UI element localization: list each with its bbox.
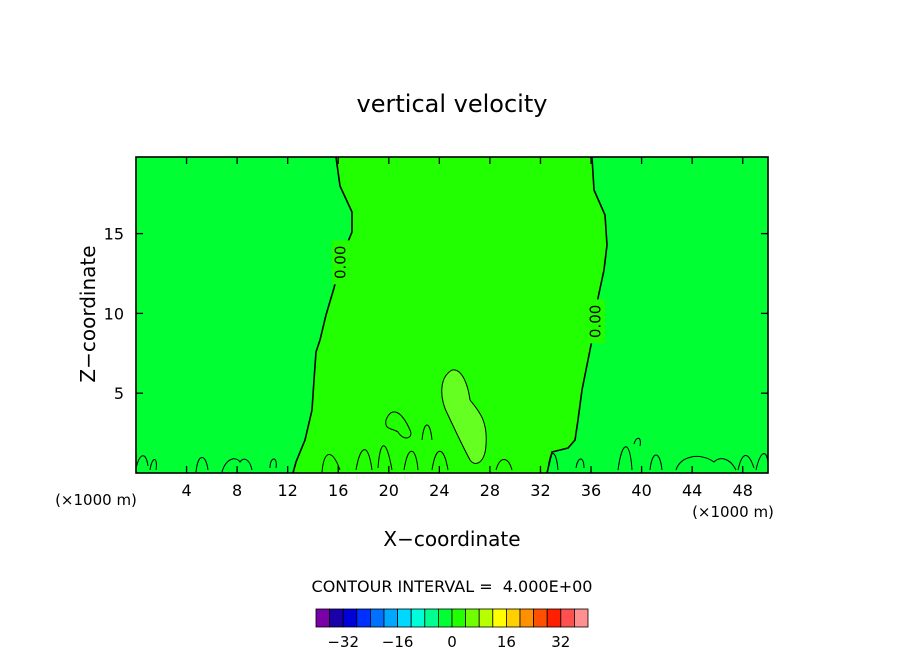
colorbar-cell-10 — [451, 608, 467, 628]
surface-contour-9 — [403, 450, 419, 471]
x-tick-label-4: 4 — [181, 481, 191, 500]
surface-contour-17 — [649, 454, 663, 471]
x-unit-left: (×1000 m) — [55, 491, 137, 509]
plot-frame — [135, 156, 769, 474]
x-tick-label-36: 36 — [581, 481, 601, 500]
colorbar-cell-8 — [424, 608, 439, 628]
zero-contour-left — [292, 156, 353, 474]
colorbar-cell-9 — [437, 608, 453, 628]
x-tick-label-40: 40 — [631, 481, 651, 500]
surface-contour-8 — [385, 411, 412, 439]
colorbar: −32 −16 0 16 32 — [315, 608, 589, 651]
colorbar-label-2: 0 — [447, 633, 457, 651]
x-tick-label-20: 20 — [379, 481, 399, 500]
x-tick-label-12: 12 — [278, 481, 298, 500]
colorbar-cell-3 — [356, 608, 371, 628]
colorbar-cell-17 — [546, 608, 562, 628]
surface-contour-2 — [195, 457, 209, 473]
contour-label-1: 0.00 — [587, 305, 605, 338]
positive-region — [293, 157, 607, 473]
contour-label-bg-0 — [331, 240, 350, 285]
updraft-core-contour — [441, 369, 487, 464]
colorbar-cell-16 — [533, 608, 548, 628]
colorbar-cell-0 — [315, 608, 331, 628]
colorbar-cell-12 — [478, 608, 494, 628]
surface-contour-7 — [377, 445, 393, 471]
x-tick-label-24: 24 — [429, 481, 449, 500]
contour-interval-text: CONTOUR INTERVAL = 4.000E+00 — [312, 577, 593, 596]
y-axis-label: Z−coordinate — [76, 245, 100, 382]
x-unit-right: (×1000 m) — [692, 503, 774, 521]
surface-contour-4 — [269, 458, 277, 469]
colorbar-cell-18 — [560, 608, 575, 628]
colorbar-cell-4 — [369, 608, 385, 628]
surface-contour-13 — [547, 453, 559, 471]
y-tick-label-15: 15 — [104, 225, 124, 244]
contour-label-bg-1 — [587, 299, 606, 344]
surface-contour-18 — [675, 455, 737, 471]
colorbar-cell-2 — [342, 608, 358, 628]
surface-contour-1 — [149, 459, 157, 471]
y-tick-label-5: 5 — [114, 384, 124, 403]
x-tick-label-44: 44 — [682, 481, 702, 500]
colorbar-label-3: 16 — [497, 633, 516, 651]
zero-contour-right — [546, 156, 608, 474]
colorbar-label-4: 32 — [551, 633, 570, 651]
colorbar-cell-6 — [397, 608, 412, 628]
x-tick-label-48: 48 — [733, 481, 753, 500]
x-tick-label-28: 28 — [480, 481, 500, 500]
colorbar-cell-15 — [519, 608, 535, 628]
surface-contour-0 — [135, 455, 149, 469]
surface-contour-5 — [321, 454, 341, 473]
surface-contour-3 — [221, 458, 253, 473]
colorbar-label-1: −16 — [382, 633, 414, 651]
colorbar-cell-14 — [505, 608, 521, 628]
colorbar-cell-5 — [383, 608, 399, 628]
x-tick-label-8: 8 — [232, 481, 242, 500]
surface-contour-14 — [575, 458, 585, 469]
x-axis-label: X−coordinate — [383, 527, 520, 551]
colorbar-label-0: −32 — [327, 633, 359, 651]
surface-contour-12 — [495, 459, 513, 471]
surface-contour-15 — [617, 446, 633, 471]
surface-contour-19 — [737, 455, 755, 471]
x-tick-label-32: 32 — [530, 481, 550, 500]
surface-contour-16 — [633, 437, 641, 447]
surface-contour-10 — [421, 424, 433, 441]
x-tick-label-16: 16 — [328, 481, 348, 500]
surface-contour-11 — [431, 450, 449, 471]
colorbar-cell-19 — [574, 608, 589, 628]
y-tick-label-10: 10 — [104, 304, 124, 323]
surface-contour-6 — [355, 449, 373, 471]
colorbar-cell-13 — [492, 608, 507, 628]
colorbar-cell-11 — [465, 608, 480, 628]
colorbar-cell-1 — [329, 608, 344, 628]
chart-title: vertical velocity — [357, 90, 548, 118]
contour-label-0: 0.00 — [331, 246, 349, 279]
colorbar-cell-7 — [410, 608, 426, 628]
